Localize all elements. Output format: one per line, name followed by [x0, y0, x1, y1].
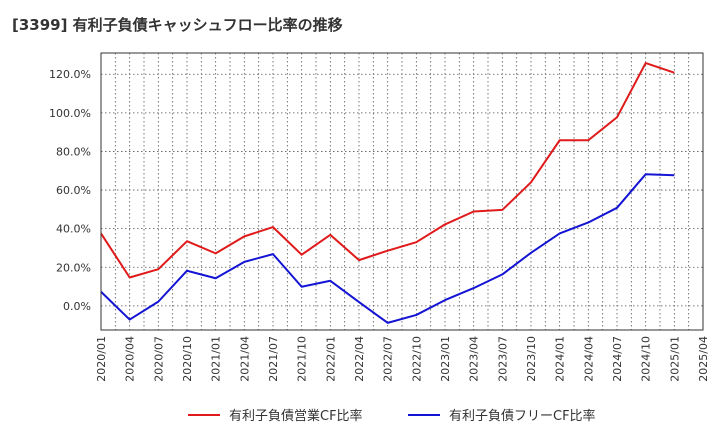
x-tick-label: 2021/10 — [296, 336, 309, 382]
x-tick-label: 2022/07 — [382, 336, 395, 382]
x-tick-label: 2020/10 — [181, 336, 194, 382]
x-tick-label: 2023/04 — [468, 336, 481, 382]
y-tick-label: 20.0% — [56, 261, 91, 274]
grid-lines — [100, 53, 704, 330]
x-tick-label: 2024/07 — [611, 336, 624, 382]
y-axis-tick-labels: 0.0% 20.0% 40.0% 60.0% 80.0% 100.0% 120.0% — [49, 68, 91, 313]
x-tick-label: 2020/04 — [124, 336, 137, 382]
x-tick-label: 2020/07 — [152, 336, 165, 382]
plot-area-frame — [100, 52, 704, 331]
series-line — [100, 62, 675, 279]
y-tick-label: 120.0% — [49, 68, 91, 81]
legend: 有利子負債営業CF比率 有利子負債フリーCF比率 — [188, 408, 596, 424]
y-tick-label: 100.0% — [49, 107, 91, 120]
x-tick-label: 2023/01 — [439, 336, 452, 382]
x-tick-label: 2022/01 — [324, 336, 337, 382]
x-tick-label: 2025/04 — [697, 336, 710, 382]
x-tick-label: 2022/10 — [410, 336, 423, 382]
x-tick-label: 2021/07 — [267, 336, 280, 382]
x-tick-label: 2022/04 — [353, 336, 366, 382]
x-tick-label: 2025/01 — [668, 336, 681, 382]
y-tick-label: 0.0% — [63, 300, 91, 313]
y-tick-label: 80.0% — [56, 145, 91, 158]
x-tick-label: 2021/04 — [238, 336, 251, 382]
x-tick-label: 2024/01 — [554, 336, 567, 382]
series-lines — [100, 62, 675, 324]
y-tick-label: 40.0% — [56, 223, 91, 236]
chart-title: [3399] 有利子負債キャッシュフロー比率の推移 — [12, 16, 343, 34]
x-tick-label: 2024/10 — [640, 336, 653, 382]
x-tick-label: 2023/10 — [525, 336, 538, 382]
legend-label: 有利子負債フリーCF比率 — [449, 408, 596, 424]
x-tick-label: 2021/01 — [210, 336, 223, 382]
y-tick-label: 60.0% — [56, 184, 91, 197]
legend-label: 有利子負債営業CF比率 — [229, 408, 363, 424]
x-tick-label: 2023/07 — [496, 336, 509, 382]
x-axis-tick-labels: 2020/01 2020/04 2020/07 2020/10 2021/01 2021/… — [95, 336, 710, 382]
x-tick-label: 2024/04 — [582, 336, 595, 382]
series-line — [100, 173, 675, 324]
x-tick-label: 2020/01 — [95, 336, 108, 382]
